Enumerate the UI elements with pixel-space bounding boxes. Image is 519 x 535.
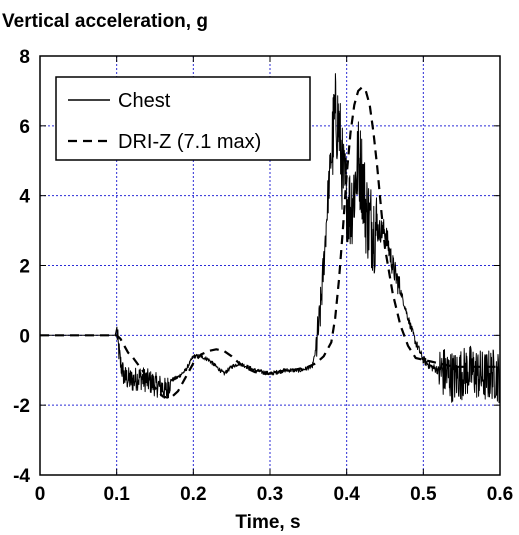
x-tick-label: 0.6 xyxy=(487,484,513,505)
x-axis-label: Time, s xyxy=(235,512,300,533)
series-layer xyxy=(39,73,501,404)
y-tick-label: -4 xyxy=(13,466,30,487)
y-tick-label: 0 xyxy=(19,326,30,347)
legend-box xyxy=(55,76,311,161)
y-tick-label: 6 xyxy=(19,117,30,138)
x-tick-label: 0.1 xyxy=(103,484,130,505)
x-tick-label: 0.5 xyxy=(410,484,437,505)
chart-title: Vertical acceleration, g xyxy=(2,11,208,32)
legend-label-dri-z: DRI-Z (7.1 max) xyxy=(118,131,261,153)
y-tick-label: -2 xyxy=(13,396,30,417)
y-tick-label: 4 xyxy=(19,187,30,208)
x-tick-label: 0 xyxy=(35,484,46,505)
x-tick-label: 0.3 xyxy=(257,484,283,505)
series-line-dri-z-7-1-max xyxy=(40,86,500,400)
x-tick-label: 0.4 xyxy=(333,484,360,505)
legend-label-chest: Chest xyxy=(118,90,171,112)
ticks: 0 0.1 0.2 0.3 0.4 0.5 0.6 -4 -2 0 2 4 6 8 xyxy=(13,47,513,505)
legend: Chest DRI-Z (7.1 max) xyxy=(55,76,311,161)
y-tick-label: 2 xyxy=(19,257,30,278)
y-tick-label: 8 xyxy=(19,47,30,68)
x-tick-label: 0.2 xyxy=(180,484,206,505)
